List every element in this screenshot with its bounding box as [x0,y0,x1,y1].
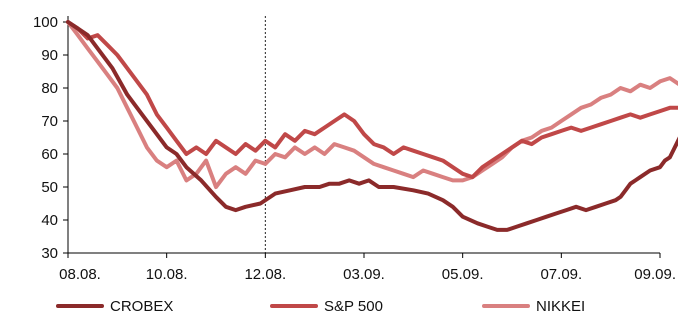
y-tick-label: 40 [41,212,58,229]
y-tick-label: 80 [41,80,58,97]
y-tick-label: 100 [33,14,58,31]
y-tick-label: 70 [41,113,58,130]
y-tick-label: 30 [41,245,58,262]
legend-label-crobex: CROBEX [110,298,173,315]
x-tick-label: 03.09. [343,266,385,283]
series-line-nikkei [66,20,678,189]
y-tick-label: 50 [41,179,58,196]
y-tick-label: 60 [41,146,58,163]
x-tick-label: 07.09. [540,266,582,283]
axes: 30 40 50 60 70 80 90 100 08.08. 10.08. 12.08. 03.09… [33,14,676,283]
x-tick-label: 09.09. [634,266,676,283]
x-tick-label: 12.08. [244,266,286,283]
legend: CROBEX S&P 500 NIKKEI [56,298,585,315]
y-tick-label: 90 [41,47,58,64]
series-line-crobex [66,20,678,232]
series-group [66,20,678,232]
x-tick-label: 08.08. [59,266,101,283]
legend-label-nikkei: NIKKEI [536,298,585,315]
series-line-s-p-500 [66,20,678,180]
x-tick-label: 05.09. [442,266,484,283]
x-tick-label: 10.08. [146,266,188,283]
legend-label-s-p-500: S&P 500 [324,298,383,315]
